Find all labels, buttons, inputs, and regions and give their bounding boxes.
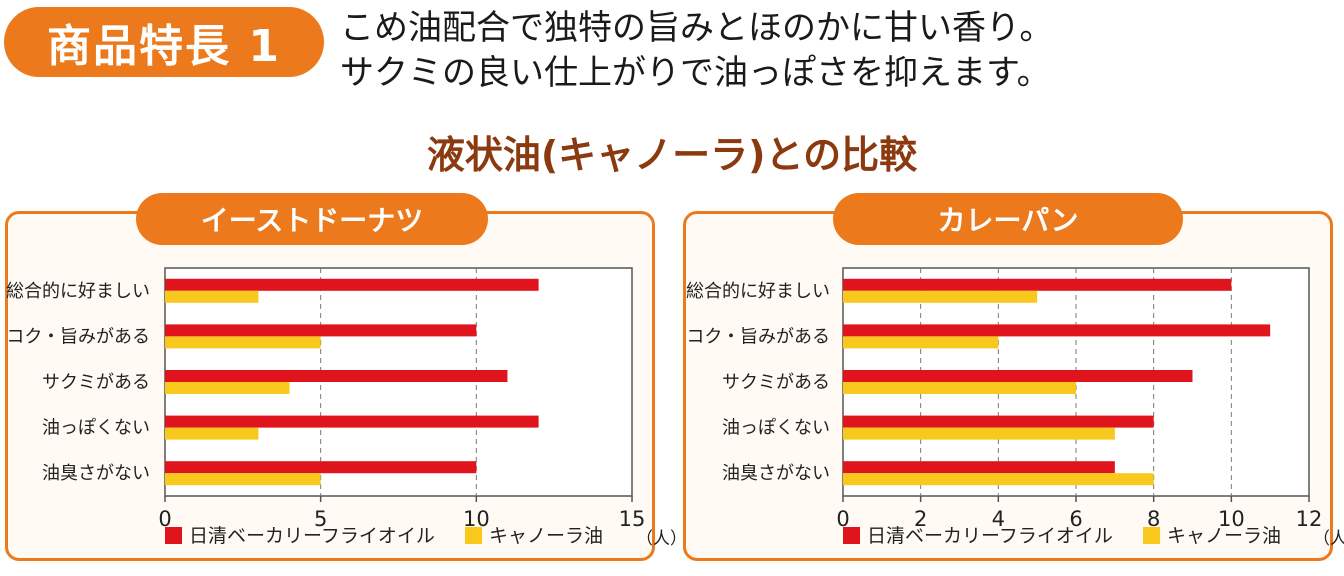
headline: こめ油配合で独特の旨みとほのかに甘い香り。 サクミの良い仕上がりで油っぽさを抑え…: [340, 6, 1330, 96]
chart-tab-donut: イーストドーナツ: [136, 193, 488, 245]
x-tick-label-curry: 2: [914, 507, 927, 531]
bar-donut-series-1: [165, 415, 539, 428]
category-label-donut: コク・旨みがある: [6, 326, 150, 347]
headline-line-2: サクミの良い仕上がりで油っぽさを抑えます。: [340, 53, 1051, 93]
x-unit-label-donut: （人）: [636, 529, 687, 549]
bar-donut-series-1: [165, 278, 539, 291]
headline-line-1: こめ油配合で独特の旨みとほのかに甘い香り。: [340, 8, 1054, 48]
bar-curry-series-2: [843, 336, 999, 349]
category-label-curry: サクミがある: [722, 372, 830, 393]
legend-label-donut-series-2: キャノーラ油: [489, 525, 603, 547]
category-label-donut: 油っぽくない: [42, 418, 150, 439]
x-tick-label-curry: 6: [1069, 507, 1082, 531]
legend-label-donut-series-1: 日清ベーカリーフライオイル: [189, 525, 435, 547]
feature-badge: 商品特長 1: [4, 7, 324, 77]
feature-badge-label: 商品特長 1: [47, 21, 281, 72]
bar-donut-series-2: [165, 290, 259, 303]
legend-label-curry-series-2: キャノーラ油: [1167, 525, 1281, 547]
chart-tab-curry: カレーパン: [833, 193, 1183, 245]
bar-donut-series-1: [165, 324, 477, 337]
bar-curry-series-2: [843, 382, 1076, 394]
bar-curry-series-2: [843, 427, 1115, 440]
bar-curry-series-2: [843, 290, 1038, 303]
category-label-donut: サクミがある: [42, 372, 150, 393]
x-tick-label-donut: 15: [619, 507, 646, 531]
x-tick-label-curry: 10: [1218, 507, 1245, 531]
x-tick-label-curry: 8: [1147, 507, 1160, 531]
category-label-curry: 油っぽくない: [722, 418, 830, 439]
legend-swatch-curry-series-2: [1143, 527, 1160, 544]
bar-donut-series-1: [165, 370, 508, 382]
section-title: 液状油(キャノーラ)との比較: [426, 133, 918, 177]
bar-curry-series-1: [843, 461, 1115, 474]
legend-swatch-curry-series-1: [843, 527, 860, 544]
legend-swatch-donut-series-1: [165, 527, 182, 544]
chart-title-donut: イーストドーナツ: [200, 204, 424, 237]
bar-curry-series-1: [843, 324, 1271, 337]
bar-donut-series-2: [165, 336, 321, 349]
bar-curry-series-1: [843, 278, 1232, 291]
category-label-donut: 総合的に好ましい: [6, 281, 150, 302]
bar-donut-series-2: [165, 427, 259, 440]
category-label-donut: 油臭さがない: [42, 463, 150, 484]
x-tick-label-donut: 5: [314, 507, 327, 531]
legend-label-curry-series-1: 日清ベーカリーフライオイル: [867, 525, 1113, 547]
bar-donut-series-1: [165, 461, 477, 474]
x-tick-label-curry: 0: [836, 507, 849, 531]
bar-curry-series-2: [843, 473, 1154, 486]
x-tick-label-donut: 0: [158, 507, 171, 531]
x-tick-label-curry: 4: [992, 507, 1005, 531]
bar-curry-series-1: [843, 370, 1193, 382]
x-unit-label-curry: （人）: [1313, 529, 1344, 549]
chart-title-curry: カレーパン: [937, 204, 1079, 237]
category-label-curry: コク・旨みがある: [686, 326, 830, 347]
x-tick-label-curry: 12: [1296, 507, 1323, 531]
legend-swatch-donut-series-2: [465, 527, 482, 544]
bar-donut-series-2: [165, 382, 290, 394]
bar-curry-series-1: [843, 415, 1154, 428]
category-label-curry: 総合的に好ましい: [686, 281, 830, 302]
bar-donut-series-2: [165, 473, 321, 486]
category-label-curry: 油臭さがない: [722, 463, 830, 484]
